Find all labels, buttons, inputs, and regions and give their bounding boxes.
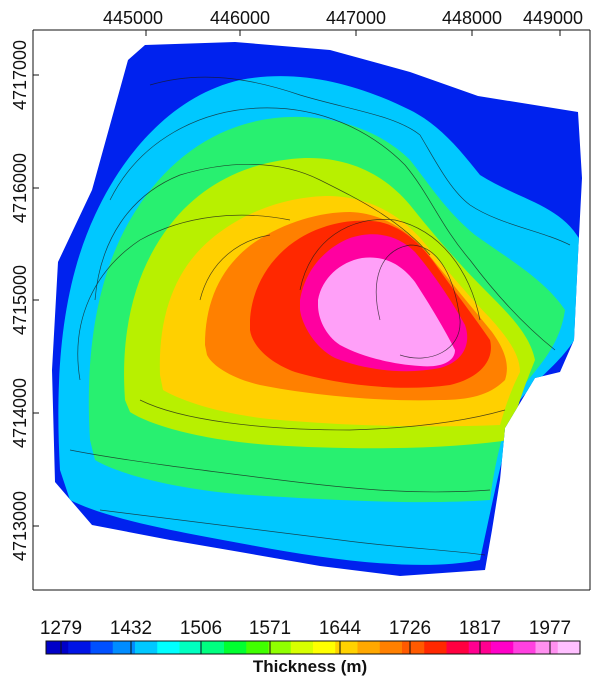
color-scale-swatch [224,641,247,654]
color-scale-value: 1432 [110,618,152,639]
y-ticks [33,74,39,527]
color-scale-swatch [90,641,114,654]
y-tick-label: 4715000 [10,265,30,335]
thickness-map-data [52,42,582,576]
x-tick-label: 447000 [326,8,386,28]
x-tick-labels: 445000 446000 447000 448000 449000 [103,8,583,28]
color-scale-swatch [290,641,314,654]
color-scale-value: 1279 [40,618,82,639]
color-scale-swatch [179,641,203,654]
color-scale-value: 1977 [529,618,571,639]
y-tick-label: 4713000 [10,491,30,561]
color-scale-value: 1817 [459,618,501,639]
contour-lines [69,76,571,556]
color-scale-swatch [424,641,448,654]
color-scale-title: Thickness (m) [253,657,367,676]
y-tick-labels: 4717000 4716000 4715000 4714000 4713000 [10,40,30,561]
color-scale-swatch [112,641,136,654]
color-scale-swatch [557,641,581,654]
color-scale-value: 1726 [389,618,431,639]
color-scale-swatch [268,641,292,654]
color-scale-swatch [513,641,537,654]
color-scale: 1279 1432 1506 1571 1644 1726 1817 1977 … [40,618,581,676]
y-tick-label: 4714000 [10,378,30,448]
color-scale-swatch [68,641,92,654]
x-tick-label: 446000 [210,8,270,28]
thickness-band [318,257,455,367]
color-scale-swatch [491,641,514,654]
color-scale-swatch [135,641,158,654]
x-tick-label: 449000 [523,8,583,28]
color-scale-swatch [313,641,336,654]
x-ticks [145,30,561,36]
x-tick-label: 445000 [103,8,163,28]
color-scale-swatch [46,641,69,654]
color-scale-swatch [357,641,381,654]
color-scale-value: 1506 [180,618,222,639]
color-scale-swatch [535,641,559,654]
color-scale-value: 1644 [319,618,362,639]
color-scale-swatch [157,641,181,654]
color-scale-swatch [201,641,225,654]
x-tick-label: 448000 [442,8,502,28]
color-scale-swatch [379,641,403,654]
color-scale-value: 1571 [249,618,291,639]
color-scale-swatch [246,641,270,654]
color-scale-swatch [446,641,470,654]
color-scale-ticks [60,641,551,654]
color-scale-swatch [335,641,359,654]
y-tick-label: 4716000 [10,153,30,223]
y-tick-label: 4717000 [10,40,30,110]
color-scale-bar [46,641,581,654]
map-frame [32,29,591,591]
color-scale-swatch [402,641,425,654]
